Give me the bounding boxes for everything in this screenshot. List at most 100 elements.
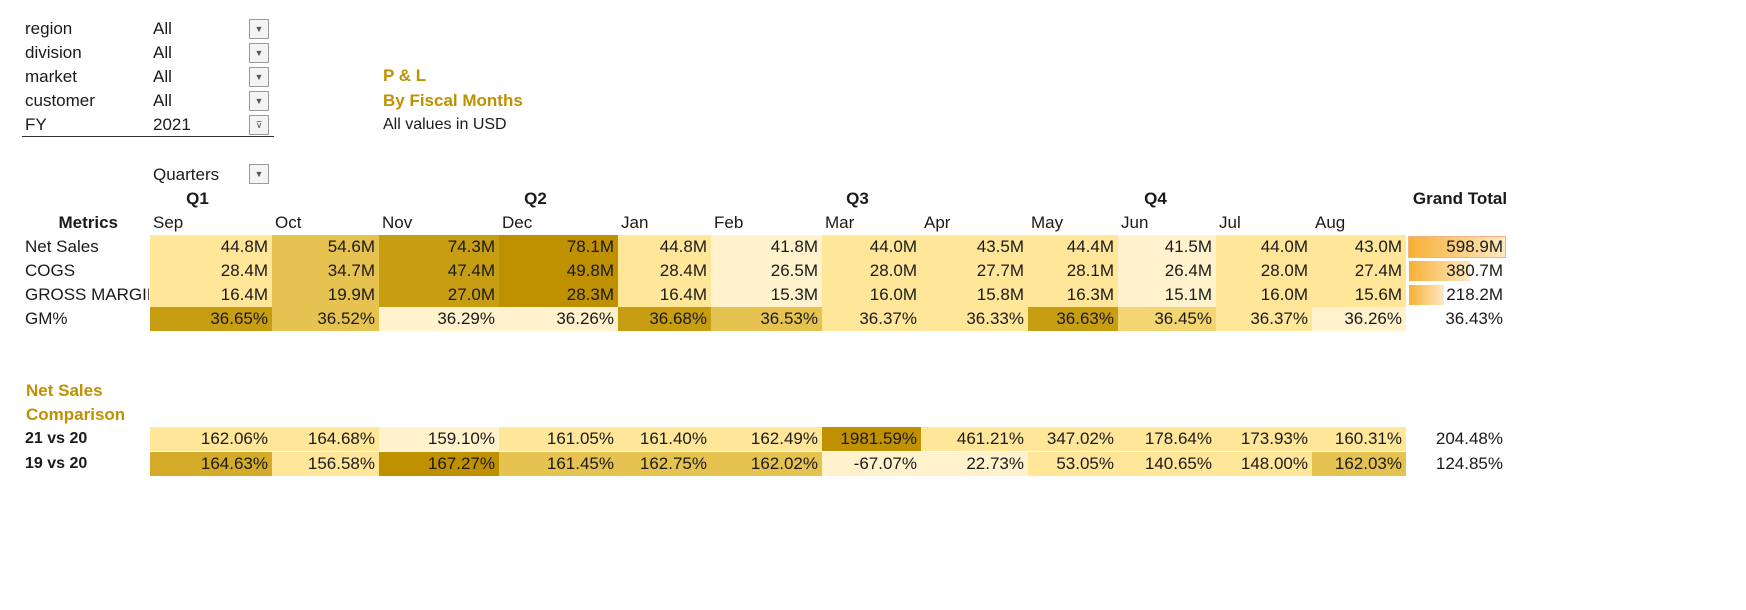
pivot-cell[interactable]: 43.5M bbox=[921, 235, 1028, 259]
metric-label: GROSS MARGIN bbox=[25, 285, 149, 304]
comparison-cell[interactable]: 1981.59% bbox=[822, 427, 921, 451]
pivot-cell[interactable]: 16.0M bbox=[1216, 283, 1312, 307]
grand-total-cell[interactable]: 380.7M bbox=[1407, 259, 1507, 283]
filter-dropdown-button[interactable]: ⊽ bbox=[249, 115, 269, 135]
pivot-cell[interactable]: 16.0M bbox=[822, 283, 921, 307]
comparison-cell[interactable]: 164.63% bbox=[150, 452, 272, 476]
pivot-cell[interactable]: 27.4M bbox=[1312, 259, 1406, 283]
comparison-cell[interactable]: 162.06% bbox=[150, 427, 272, 451]
pivot-cell[interactable]: 16.4M bbox=[618, 283, 711, 307]
comparison-cell[interactable]: 162.49% bbox=[711, 427, 822, 451]
pivot-cell[interactable]: 36.45% bbox=[1118, 307, 1216, 331]
pivot-cell[interactable]: 36.26% bbox=[499, 307, 618, 331]
pivot-cell[interactable]: 15.1M bbox=[1118, 283, 1216, 307]
pivot-cell[interactable]: 28.4M bbox=[618, 259, 711, 283]
pivot-cell[interactable]: 44.8M bbox=[618, 235, 711, 259]
comparison-cell[interactable]: 178.64% bbox=[1118, 427, 1216, 451]
pivot-cell[interactable]: 15.3M bbox=[711, 283, 822, 307]
pivot-cell[interactable]: 36.37% bbox=[1216, 307, 1312, 331]
pivot-cell[interactable]: 28.0M bbox=[1216, 259, 1312, 283]
pivot-cell[interactable]: 16.3M bbox=[1028, 283, 1118, 307]
comparison-cell[interactable]: 162.02% bbox=[711, 452, 822, 476]
pivot-cell[interactable]: 49.8M bbox=[499, 259, 618, 283]
pivot-cell[interactable]: 78.1M bbox=[499, 235, 618, 259]
comparison-cell[interactable]: 140.65% bbox=[1118, 452, 1216, 476]
filter-row-region: region All ▼ bbox=[25, 17, 285, 41]
comparison-cell[interactable]: 164.68% bbox=[272, 427, 379, 451]
grand-total-cell[interactable]: 36.43% bbox=[1407, 307, 1507, 331]
comparison-cell[interactable]: 53.05% bbox=[1028, 452, 1118, 476]
comparison-total-cell[interactable]: 204.48% bbox=[1435, 429, 1503, 448]
pivot-cell[interactable]: 41.8M bbox=[711, 235, 822, 259]
pivot-cell[interactable]: 47.4M bbox=[379, 259, 499, 283]
pivot-cell[interactable]: 28.0M bbox=[822, 259, 921, 283]
dropdown-arrow-icon: ▼ bbox=[254, 96, 264, 106]
report-title: P & L bbox=[383, 66, 427, 85]
pivot-cell[interactable]: 28.1M bbox=[1028, 259, 1118, 283]
pivot-cell[interactable]: 43.0M bbox=[1312, 235, 1406, 259]
comparison-title: Net Sales bbox=[26, 381, 103, 400]
pivot-cell[interactable]: 36.29% bbox=[379, 307, 499, 331]
comparison-cell[interactable]: 461.21% bbox=[921, 427, 1028, 451]
comparison-cell[interactable]: 160.31% bbox=[1312, 427, 1406, 451]
pivot-cell[interactable]: 28.4M bbox=[150, 259, 272, 283]
pivot-cell[interactable]: 19.9M bbox=[272, 283, 379, 307]
pivot-cell[interactable]: 34.7M bbox=[272, 259, 379, 283]
filter-dropdown-button[interactable]: ▼ bbox=[249, 67, 269, 87]
filter-divider bbox=[22, 136, 274, 137]
comparison-cell[interactable]: 156.58% bbox=[272, 452, 379, 476]
pivot-cell[interactable]: 15.6M bbox=[1312, 283, 1406, 307]
pivot-cell[interactable]: 44.0M bbox=[822, 235, 921, 259]
pivot-cell[interactable]: 27.0M bbox=[379, 283, 499, 307]
pivot-cell[interactable]: 36.53% bbox=[711, 307, 822, 331]
grand-total-cell[interactable]: 218.2M bbox=[1407, 283, 1507, 307]
pivot-cell[interactable]: 54.6M bbox=[272, 235, 379, 259]
comparison-total-cell[interactable]: 124.85% bbox=[1435, 454, 1503, 473]
pivot-cell[interactable]: 36.63% bbox=[1028, 307, 1118, 331]
dropdown-arrow-icon: ▼ bbox=[254, 24, 264, 34]
pivot-cell[interactable]: 36.52% bbox=[272, 307, 379, 331]
pivot-cell[interactable]: 16.4M bbox=[150, 283, 272, 307]
comparison-cell[interactable]: 173.93% bbox=[1216, 427, 1312, 451]
pivot-cell[interactable]: 27.7M bbox=[921, 259, 1028, 283]
pivot-cell[interactable]: 74.3M bbox=[379, 235, 499, 259]
filter-row-division: division All ▼ bbox=[25, 41, 285, 65]
pivot-cell[interactable]: 44.8M bbox=[150, 235, 272, 259]
pivot-cell[interactable]: 28.3M bbox=[499, 283, 618, 307]
pivot-cell[interactable]: 44.4M bbox=[1028, 235, 1118, 259]
comparison-cell[interactable]: -67.07% bbox=[822, 452, 921, 476]
metrics-header: Metrics bbox=[58, 213, 118, 232]
comparison-label: 19 vs 20 bbox=[25, 455, 88, 472]
pivot-cell[interactable]: 44.0M bbox=[1216, 235, 1312, 259]
filter-dropdown-button[interactable]: ▼ bbox=[249, 43, 269, 63]
pivot-cell[interactable]: 36.33% bbox=[921, 307, 1028, 331]
filter-dropdown-button[interactable]: ▼ bbox=[249, 19, 269, 39]
pivot-cell[interactable]: 36.68% bbox=[618, 307, 711, 331]
filter-row-market: market All ▼ bbox=[25, 65, 285, 89]
comparison-cell[interactable]: 162.03% bbox=[1312, 452, 1406, 476]
comparison-cell[interactable]: 161.05% bbox=[499, 427, 618, 451]
quarter-header-q3: Q3 bbox=[846, 189, 869, 208]
comparison-cell[interactable]: 22.73% bbox=[921, 452, 1028, 476]
comparison-cell[interactable]: 162.75% bbox=[618, 452, 711, 476]
pivot-cell[interactable]: 26.4M bbox=[1118, 259, 1216, 283]
comparison-cell[interactable]: 161.40% bbox=[618, 427, 711, 451]
pivot-cell[interactable]: 36.37% bbox=[822, 307, 921, 331]
month-header-may: May bbox=[1031, 213, 1064, 232]
grand-total-value: 380.7M bbox=[1446, 261, 1503, 280]
grand-total-cell[interactable]: 598.9M bbox=[1407, 235, 1507, 259]
pivot-cell[interactable]: 36.26% bbox=[1312, 307, 1406, 331]
comparison-cell[interactable]: 159.10% bbox=[379, 427, 499, 451]
comparison-cell[interactable]: 161.45% bbox=[499, 452, 618, 476]
filter-dropdown-button[interactable]: ▼ bbox=[249, 91, 269, 111]
comparison-cell[interactable]: 148.00% bbox=[1216, 452, 1312, 476]
comparison-cell[interactable]: 347.02% bbox=[1028, 427, 1118, 451]
pivot-cell[interactable]: 36.65% bbox=[150, 307, 272, 331]
filter-label: division bbox=[25, 43, 82, 62]
pivot-cell[interactable]: 26.5M bbox=[711, 259, 822, 283]
quarters-dropdown-button[interactable]: ▼ bbox=[249, 164, 269, 184]
filter-label: region bbox=[25, 19, 73, 38]
pivot-cell[interactable]: 41.5M bbox=[1118, 235, 1216, 259]
pivot-cell[interactable]: 15.8M bbox=[921, 283, 1028, 307]
comparison-cell[interactable]: 167.27% bbox=[379, 452, 499, 476]
